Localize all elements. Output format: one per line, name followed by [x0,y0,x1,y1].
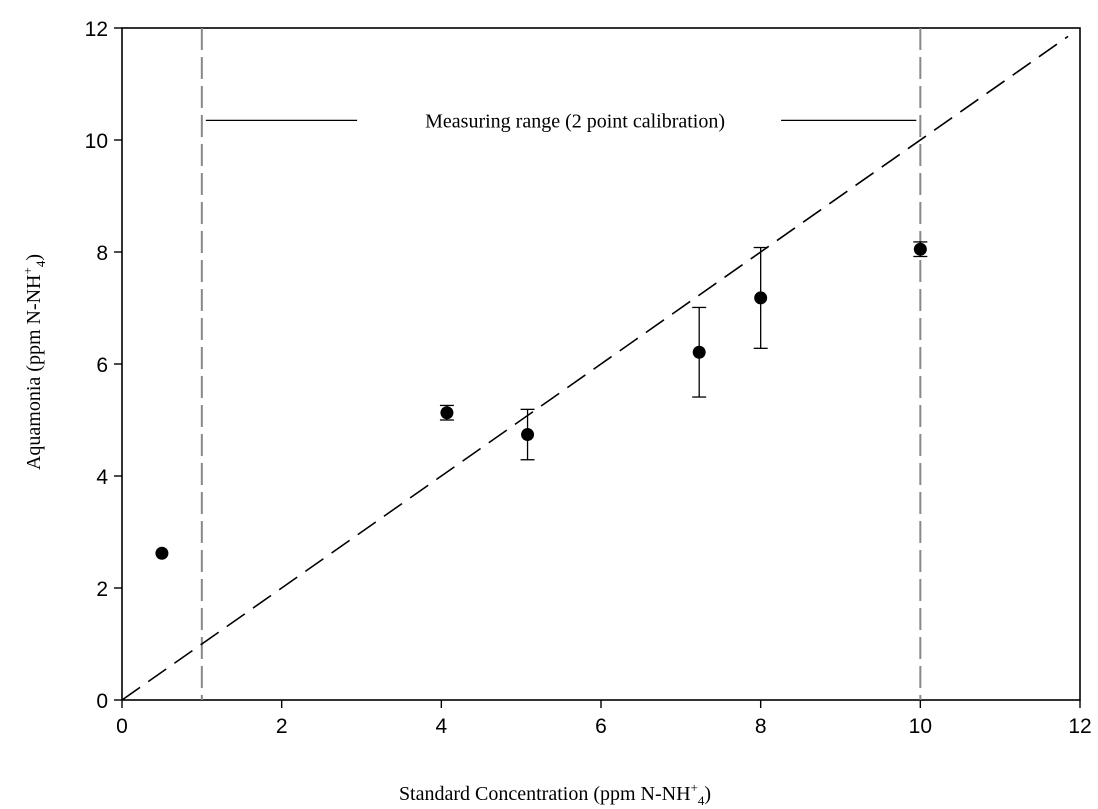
x-tick-label: 10 [909,715,932,738]
x-axis-label-end: ) [704,783,711,805]
y-tick-label: 6 [96,354,108,377]
x-axis-label-main: Standard Concentration (ppm N-NH [399,783,691,805]
data-point [754,291,768,305]
y-axis-label-main: Aquamonia (ppm N-NH [23,274,45,470]
y-tick-label: 8 [96,242,108,265]
y-tick-label: 10 [85,130,108,153]
x-tick-label: 0 [116,715,128,738]
y-tick-label: 4 [96,466,108,489]
y-axis-label-sub: 4 [33,260,48,267]
reference-line [121,35,1069,701]
x-tick-label: 6 [595,715,607,738]
reference-line-group [121,35,1069,701]
x-axis-label-sup: + [691,780,698,795]
data-point [155,546,169,560]
data-points [155,241,928,560]
y-tick-label: 12 [85,18,108,41]
measuring-range-annotation: Measuring range (2 point calibration) [205,110,917,132]
x-tick-label: 8 [755,715,767,738]
y-tick-label: 2 [96,578,108,601]
y-axis-label-sup: + [20,267,35,274]
y-axis-ticks: 0 2 4 6 8 10 12 [85,18,122,713]
data-point [440,406,454,420]
data-point [692,345,706,359]
annotation-text: Measuring range (2 point calibration) [425,110,725,132]
x-axis-ticks: 0 2 4 6 8 10 12 [116,700,1092,738]
data-point [521,428,535,442]
x-tick-label: 12 [1068,715,1091,738]
measuring-range-lines [200,28,922,700]
x-tick-label: 4 [435,715,447,738]
x-axis-label: Standard Concentration (ppm N-NH+4) [399,780,711,808]
y-axis-label: Aquamonia (ppm N-NH+4) [20,254,48,470]
data-point [913,242,927,256]
y-tick-label: 0 [96,690,108,713]
y-axis-label-end: ) [23,254,45,261]
x-tick-label: 2 [276,715,288,738]
x-axis-label-sub: 4 [698,793,705,808]
